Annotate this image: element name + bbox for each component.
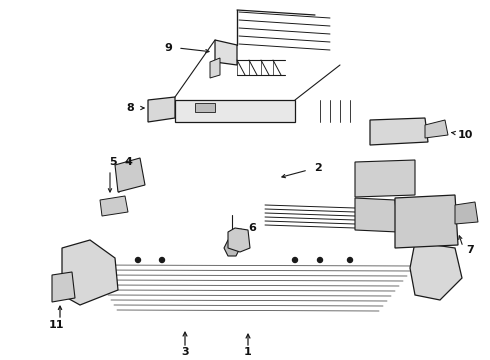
Text: 5: 5 [109, 157, 117, 167]
Polygon shape [175, 100, 295, 122]
Circle shape [293, 257, 297, 262]
Text: 10: 10 [457, 130, 473, 140]
Polygon shape [115, 158, 145, 192]
Polygon shape [228, 228, 250, 252]
Circle shape [136, 257, 141, 262]
Polygon shape [425, 120, 448, 138]
Text: 1: 1 [244, 347, 252, 357]
Text: 8: 8 [126, 103, 134, 113]
Polygon shape [455, 202, 478, 224]
Text: 3: 3 [181, 347, 189, 357]
Text: 4: 4 [124, 157, 132, 167]
Polygon shape [410, 242, 462, 300]
Text: 11: 11 [48, 320, 64, 330]
Polygon shape [355, 160, 415, 197]
Polygon shape [370, 118, 428, 145]
Polygon shape [62, 240, 118, 305]
Circle shape [160, 257, 165, 262]
Text: 7: 7 [466, 245, 474, 255]
Circle shape [347, 257, 352, 262]
Polygon shape [100, 196, 128, 216]
Text: 6: 6 [248, 223, 256, 233]
Polygon shape [210, 58, 220, 78]
Polygon shape [215, 40, 237, 65]
Circle shape [318, 257, 322, 262]
Polygon shape [195, 103, 215, 112]
Polygon shape [52, 272, 75, 302]
Polygon shape [148, 97, 175, 122]
Text: 2: 2 [314, 163, 322, 173]
Text: 9: 9 [164, 43, 172, 53]
Polygon shape [355, 198, 398, 232]
Polygon shape [224, 240, 240, 256]
Polygon shape [395, 195, 458, 248]
